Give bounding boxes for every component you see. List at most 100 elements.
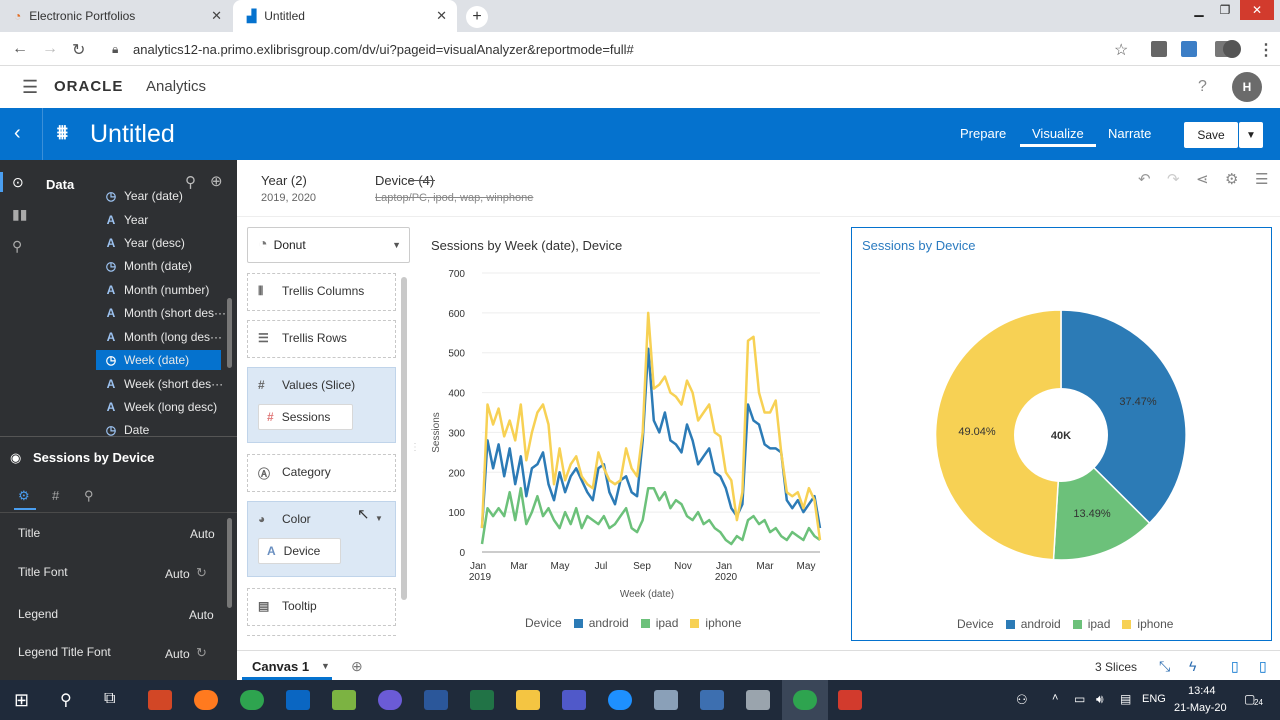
canvas-tab[interactable]: Canvas 1 bbox=[252, 659, 310, 674]
refresh-data-icon[interactable]: ϟ bbox=[1189, 658, 1197, 674]
slot-trellis-rows[interactable]: ☰ Trellis Rows bbox=[247, 320, 396, 358]
donut-chart[interactable]: 40K 37.47% 13.49% 49.04% bbox=[852, 228, 1271, 608]
notepad-icon[interactable] bbox=[332, 690, 356, 710]
field-item[interactable]: A Week (long desc) bbox=[104, 397, 218, 417]
field-item[interactable]: ◷ Date bbox=[104, 420, 150, 440]
slot-category[interactable]: Ⓐ Category bbox=[247, 454, 396, 492]
slot-trellis-columns[interactable]: ⦀ Trellis Columns bbox=[247, 273, 396, 311]
legend-label[interactable]: ipad bbox=[1087, 617, 1111, 631]
save-button[interactable]: Save bbox=[1184, 122, 1238, 148]
nav-prepare[interactable]: Prepare bbox=[960, 126, 1007, 141]
viz-type-picker[interactable]: ◔ Donut ▼ bbox=[247, 227, 410, 263]
close-tab-icon[interactable]: ✕ bbox=[211, 8, 222, 23]
add-canvas-icon[interactable]: ⊕ bbox=[351, 658, 363, 674]
resize-handle[interactable]: ⋮ bbox=[410, 442, 420, 453]
edges-tab-icon[interactable]: # bbox=[52, 488, 60, 503]
grammar-scrollbar[interactable] bbox=[401, 277, 407, 600]
legend-label[interactable]: android bbox=[1020, 617, 1061, 631]
word-icon[interactable] bbox=[424, 690, 448, 710]
field-item[interactable]: A Month (short des··· bbox=[104, 303, 226, 323]
menu-icon[interactable]: ☰ bbox=[1255, 171, 1269, 188]
panel-layout-icon[interactable]: ▯ bbox=[1231, 658, 1239, 674]
chart-panel-icon[interactable]: ▮▮ bbox=[12, 206, 28, 222]
tray-chevron-icon[interactable]: ˄ bbox=[1052, 692, 1059, 704]
reset-icon[interactable]: ↻ bbox=[196, 645, 207, 660]
avatar[interactable]: H bbox=[1232, 72, 1262, 102]
outlook-icon[interactable] bbox=[286, 690, 310, 710]
analytics-panel-icon[interactable]: ⚲ bbox=[12, 238, 23, 254]
restore-icon[interactable]: ❐ bbox=[1219, 3, 1231, 17]
people-icon[interactable]: ⚇ bbox=[1016, 692, 1028, 707]
browser-menu-icon[interactable]: ⋮ bbox=[1258, 42, 1274, 59]
battery-icon[interactable]: ▭ bbox=[1074, 692, 1086, 706]
clock-date[interactable]: 21-May-20 bbox=[1174, 702, 1227, 714]
donut-chart-title[interactable]: Sessions by Device bbox=[862, 238, 976, 253]
extension-icon[interactable] bbox=[1181, 41, 1197, 57]
field-item[interactable]: A Week (short des··· bbox=[104, 374, 223, 394]
help-icon[interactable]: ? bbox=[1198, 78, 1207, 95]
field-item[interactable]: A Month (long des··· bbox=[104, 327, 222, 347]
prop-title-value[interactable]: Auto bbox=[190, 527, 215, 541]
star-icon[interactable]: ☆ bbox=[1114, 42, 1129, 59]
firefox-icon[interactable] bbox=[194, 690, 218, 710]
slot-color[interactable]: ◕ Color bbox=[247, 501, 396, 577]
chrome-icon[interactable] bbox=[793, 690, 817, 710]
donut-slice-android[interactable] bbox=[1060, 309, 1187, 525]
chevron-down-icon[interactable]: ▼ bbox=[321, 661, 330, 671]
field-item[interactable]: A Year bbox=[104, 210, 149, 230]
sessions-pill[interactable]: # Sessions bbox=[258, 404, 353, 430]
prop-title-font-value[interactable]: Auto bbox=[165, 567, 190, 581]
donut-slice-iphone[interactable] bbox=[934, 309, 1062, 561]
browser-tab-active[interactable]: ▟ Untitled ✕ bbox=[233, 0, 457, 32]
panel-layout-icon[interactable]: ▯ bbox=[1259, 658, 1267, 674]
minimize-icon[interactable]: ▁ bbox=[1194, 3, 1204, 17]
undo-icon[interactable]: ↶ bbox=[1138, 171, 1151, 188]
nav-narrate[interactable]: Narrate bbox=[1108, 126, 1152, 141]
field-item[interactable]: A Year (desc) bbox=[104, 233, 185, 253]
forward-icon[interactable]: → bbox=[42, 40, 58, 57]
url-text[interactable]: analytics12-na.primo.exlibrisgroup.com/d… bbox=[133, 42, 634, 57]
app-icon[interactable] bbox=[838, 690, 862, 710]
series-line-android[interactable] bbox=[480, 347, 822, 529]
legend-label[interactable]: ipad bbox=[655, 616, 679, 630]
new-tab-button[interactable]: + bbox=[466, 6, 488, 28]
windows-start-icon[interactable]: ⊞ bbox=[14, 690, 30, 710]
save-menu-chevron-icon[interactable]: ▼ bbox=[1239, 122, 1263, 148]
field-item[interactable]: ◷ Year (date) bbox=[104, 186, 183, 206]
properties-scrollbar[interactable] bbox=[227, 518, 232, 608]
device-pill[interactable]: A Device bbox=[258, 538, 341, 564]
network-icon[interactable]: ▤ bbox=[1120, 692, 1132, 706]
hamburger-menu-icon[interactable]: ☰ bbox=[22, 77, 39, 97]
legend-label[interactable]: iphone bbox=[1137, 617, 1174, 631]
search-icon[interactable]: ⚲ bbox=[185, 174, 196, 191]
prop-legend-value[interactable]: Auto bbox=[189, 608, 214, 622]
reload-icon[interactable]: ↻ bbox=[72, 42, 86, 59]
task-view-icon[interactable]: ⧉ bbox=[104, 690, 116, 707]
chevron-down-icon[interactable]: ▼ bbox=[375, 514, 383, 523]
reset-icon[interactable]: ↻ bbox=[196, 565, 207, 580]
auto-apply-icon[interactable]: ⤡ bbox=[1159, 658, 1171, 674]
extension-icon[interactable] bbox=[1151, 41, 1167, 57]
language-indicator[interactable]: ENG bbox=[1142, 693, 1166, 705]
filter-year-name[interactable]: Year (2) bbox=[261, 173, 307, 188]
prop-legend-title-font-value[interactable]: Auto bbox=[165, 647, 190, 661]
teams-icon[interactable] bbox=[562, 690, 586, 710]
legend-label[interactable]: android bbox=[588, 616, 629, 630]
general-tab-icon[interactable]: ⚙ bbox=[18, 488, 30, 503]
add-icon[interactable]: ⊕ bbox=[210, 173, 223, 190]
app-icon[interactable] bbox=[378, 690, 402, 710]
search-icon[interactable]: ⚲ bbox=[60, 692, 72, 709]
legend-label[interactable]: iphone bbox=[705, 616, 742, 630]
line-chart-title[interactable]: Sessions by Week (date), Device bbox=[431, 238, 623, 253]
excel-icon[interactable] bbox=[470, 690, 494, 710]
field-item[interactable]: ◷ Week (date) bbox=[104, 350, 189, 370]
powerpoint-icon[interactable] bbox=[148, 690, 172, 710]
app-icon[interactable] bbox=[700, 690, 724, 710]
analytics-tab-icon[interactable]: ⚲ bbox=[84, 488, 94, 503]
edge-icon[interactable] bbox=[608, 690, 632, 710]
profile-icon[interactable] bbox=[1223, 40, 1241, 58]
file-explorer-icon[interactable] bbox=[516, 690, 540, 710]
series-line-iphone[interactable] bbox=[480, 311, 822, 541]
volume-icon[interactable]: 🔊︎ bbox=[1096, 692, 1104, 706]
